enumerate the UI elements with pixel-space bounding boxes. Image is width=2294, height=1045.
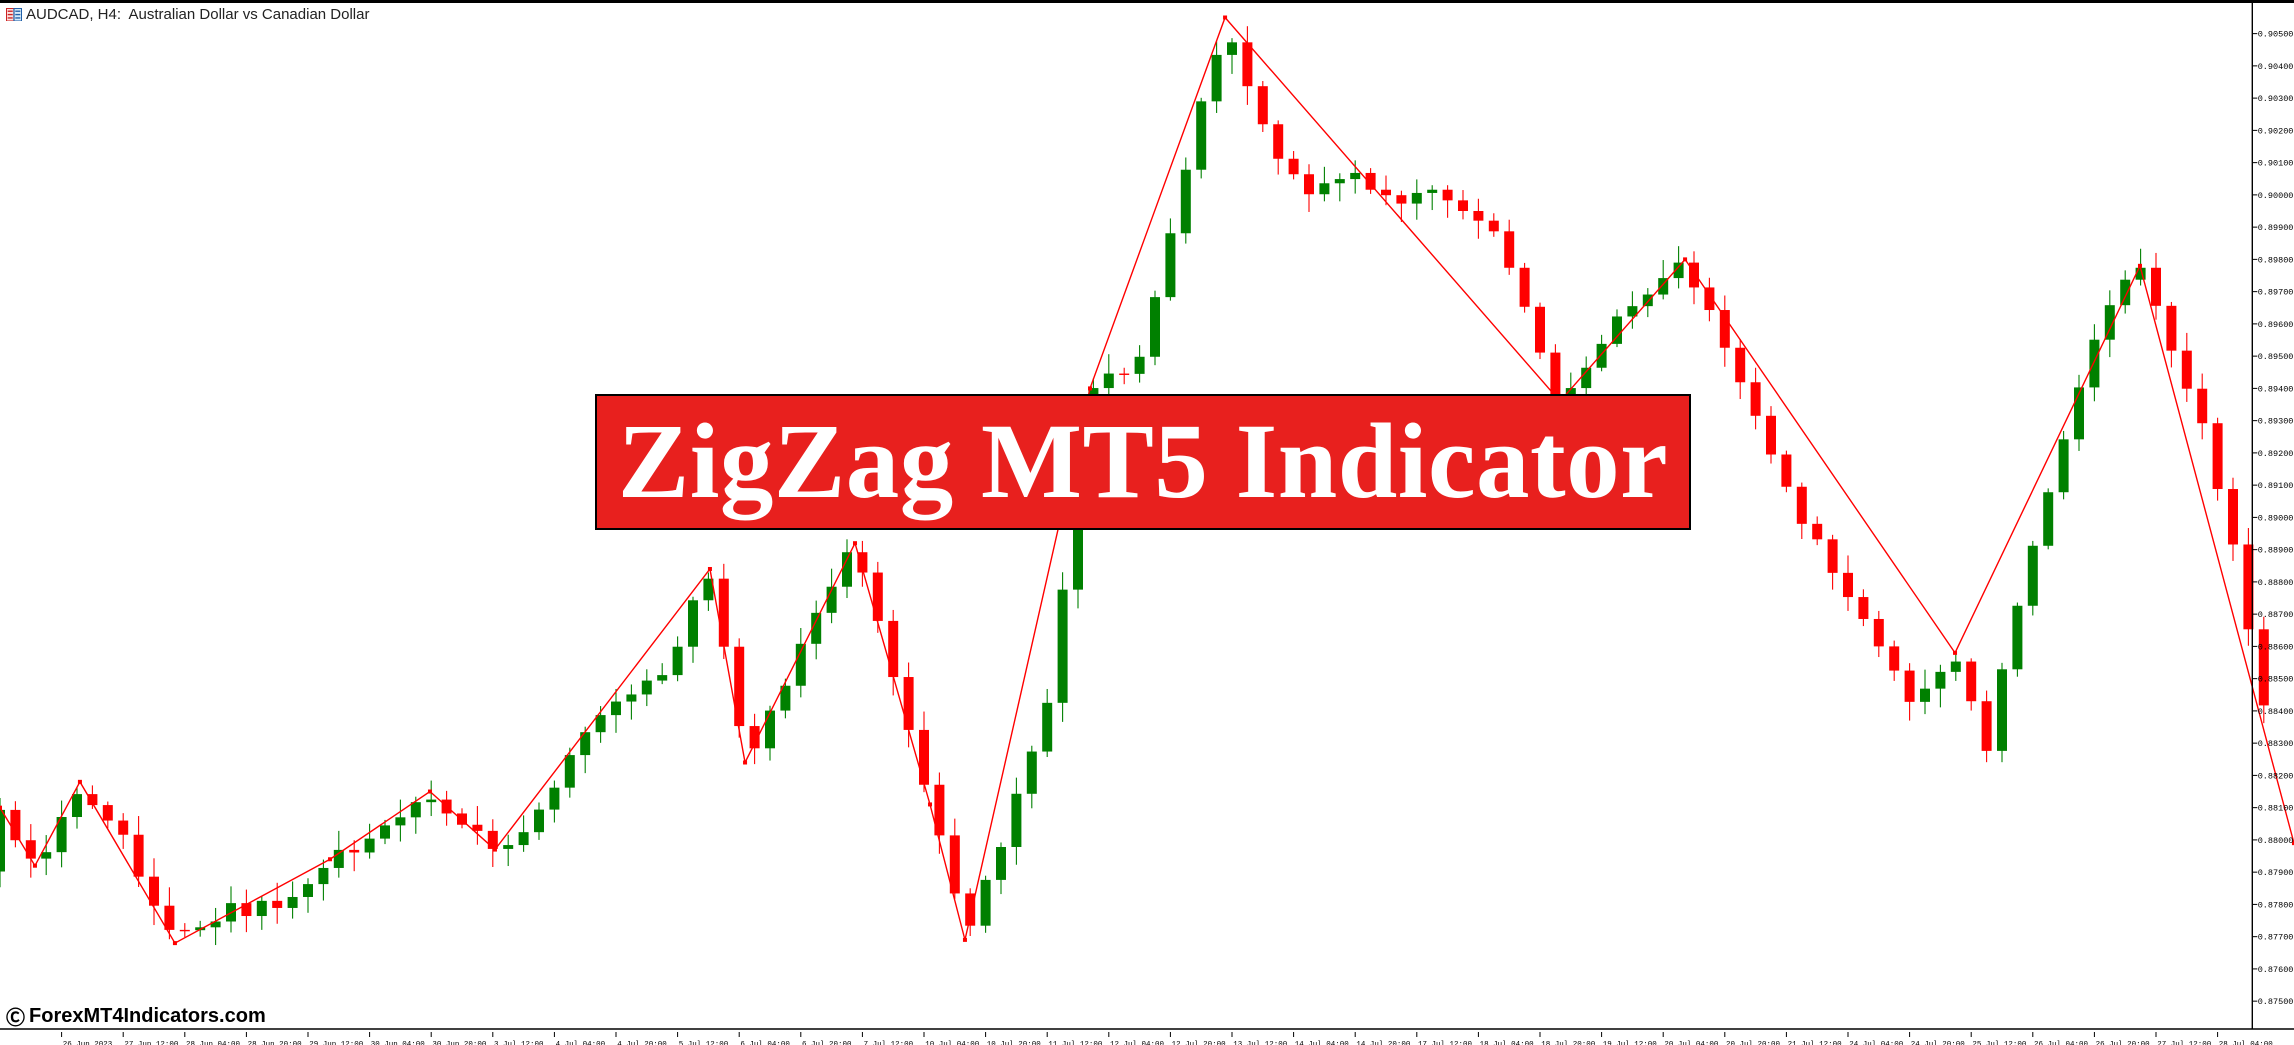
svg-text:20 Jul 04:00: 20 Jul 04:00 xyxy=(1664,1041,1719,1045)
svg-text:0.89700: 0.89700 xyxy=(2258,288,2294,298)
svg-text:0.89800: 0.89800 xyxy=(2258,255,2294,265)
svg-text:14 Jul 04:00: 14 Jul 04:00 xyxy=(1295,1041,1350,1045)
svg-text:0.89400: 0.89400 xyxy=(2258,384,2294,394)
svg-text:10 Jul 20:00: 10 Jul 20:00 xyxy=(987,1041,1042,1045)
svg-text:30 Jun 04:00: 30 Jun 04:00 xyxy=(371,1041,426,1045)
svg-text:28 Jul 04:00: 28 Jul 04:00 xyxy=(2219,1041,2274,1045)
svg-text:0.88000: 0.88000 xyxy=(2258,836,2294,846)
svg-text:20 Jul 20:00: 20 Jul 20:00 xyxy=(1726,1041,1781,1045)
svg-text:26 Jul 04:00: 26 Jul 04:00 xyxy=(2034,1041,2089,1045)
svg-text:0.87800: 0.87800 xyxy=(2258,900,2294,910)
svg-text:24 Jul 04:00: 24 Jul 04:00 xyxy=(1849,1041,1904,1045)
svg-text:24 Jul 20:00: 24 Jul 20:00 xyxy=(1911,1041,1966,1045)
svg-text:0.88800: 0.88800 xyxy=(2258,578,2294,588)
svg-text:5 Jul 12:00: 5 Jul 12:00 xyxy=(679,1041,729,1045)
svg-text:29 Jun 12:00: 29 Jun 12:00 xyxy=(309,1041,364,1045)
svg-text:0.89500: 0.89500 xyxy=(2258,352,2294,362)
svg-text:0.90300: 0.90300 xyxy=(2258,94,2294,104)
svg-text:0.88500: 0.88500 xyxy=(2258,675,2294,685)
svg-text:0.90000: 0.90000 xyxy=(2258,191,2294,201)
svg-text:3 Jul 12:00: 3 Jul 12:00 xyxy=(494,1041,544,1045)
svg-text:27 Jul 12:00: 27 Jul 12:00 xyxy=(2157,1041,2212,1045)
svg-text:0.89000: 0.89000 xyxy=(2258,513,2294,523)
svg-text:27 Jun 12:00: 27 Jun 12:00 xyxy=(124,1041,179,1045)
svg-text:17 Jul 12:00: 17 Jul 12:00 xyxy=(1418,1041,1473,1045)
svg-text:28 Jun 20:00: 28 Jun 20:00 xyxy=(248,1041,303,1045)
svg-text:26 Jun 2023: 26 Jun 2023 xyxy=(63,1041,113,1045)
svg-text:14 Jul 20:00: 14 Jul 20:00 xyxy=(1356,1041,1411,1045)
svg-text:6 Jul 04:00: 6 Jul 04:00 xyxy=(740,1041,790,1045)
svg-text:18 Jul 04:00: 18 Jul 04:00 xyxy=(1480,1041,1535,1045)
svg-text:6 Jul 20:00: 6 Jul 20:00 xyxy=(802,1041,852,1045)
svg-text:4 Jul 20:00: 4 Jul 20:00 xyxy=(617,1041,667,1045)
svg-text:12 Jul 20:00: 12 Jul 20:00 xyxy=(1172,1041,1227,1045)
svg-text:12 Jul 04:00: 12 Jul 04:00 xyxy=(1110,1041,1165,1045)
svg-text:0.87700: 0.87700 xyxy=(2258,933,2294,943)
svg-text:4 Jul 04:00: 4 Jul 04:00 xyxy=(556,1041,606,1045)
svg-text:0.88300: 0.88300 xyxy=(2258,739,2294,749)
svg-text:21 Jul 12:00: 21 Jul 12:00 xyxy=(1788,1041,1843,1045)
svg-text:7 Jul 12:00: 7 Jul 12:00 xyxy=(864,1041,914,1045)
svg-text:0.88900: 0.88900 xyxy=(2258,546,2294,556)
svg-text:0.87500: 0.87500 xyxy=(2258,997,2294,1007)
svg-text:0.88200: 0.88200 xyxy=(2258,771,2294,781)
svg-text:18 Jul 20:00: 18 Jul 20:00 xyxy=(1541,1041,1596,1045)
svg-text:0.90100: 0.90100 xyxy=(2258,159,2294,169)
svg-text:0.90500: 0.90500 xyxy=(2258,30,2294,40)
svg-text:25 Jul 12:00: 25 Jul 12:00 xyxy=(1972,1041,2027,1045)
svg-text:10 Jul 04:00: 10 Jul 04:00 xyxy=(925,1041,980,1045)
svg-text:0.90200: 0.90200 xyxy=(2258,126,2294,136)
svg-text:0.89900: 0.89900 xyxy=(2258,223,2294,233)
svg-text:0.88600: 0.88600 xyxy=(2258,642,2294,652)
svg-text:28 Jun 04:00: 28 Jun 04:00 xyxy=(186,1041,241,1045)
svg-text:13 Jul 12:00: 13 Jul 12:00 xyxy=(1233,1041,1288,1045)
svg-text:0.87900: 0.87900 xyxy=(2258,868,2294,878)
svg-text:0.88700: 0.88700 xyxy=(2258,610,2294,620)
svg-text:30 Jun 20:00: 30 Jun 20:00 xyxy=(432,1041,487,1045)
svg-text:0.89100: 0.89100 xyxy=(2258,481,2294,491)
svg-text:19 Jul 12:00: 19 Jul 12:00 xyxy=(1603,1041,1658,1045)
svg-text:26 Jul 20:00: 26 Jul 20:00 xyxy=(2096,1041,2151,1045)
svg-text:0.89200: 0.89200 xyxy=(2258,449,2294,459)
svg-text:0.89600: 0.89600 xyxy=(2258,320,2294,330)
svg-text:0.89300: 0.89300 xyxy=(2258,417,2294,427)
svg-text:0.87600: 0.87600 xyxy=(2258,965,2294,975)
svg-text:0.90400: 0.90400 xyxy=(2258,62,2294,72)
svg-text:0.88100: 0.88100 xyxy=(2258,804,2294,814)
svg-text:0.88400: 0.88400 xyxy=(2258,707,2294,717)
svg-text:11 Jul 12:00: 11 Jul 12:00 xyxy=(1048,1041,1103,1045)
